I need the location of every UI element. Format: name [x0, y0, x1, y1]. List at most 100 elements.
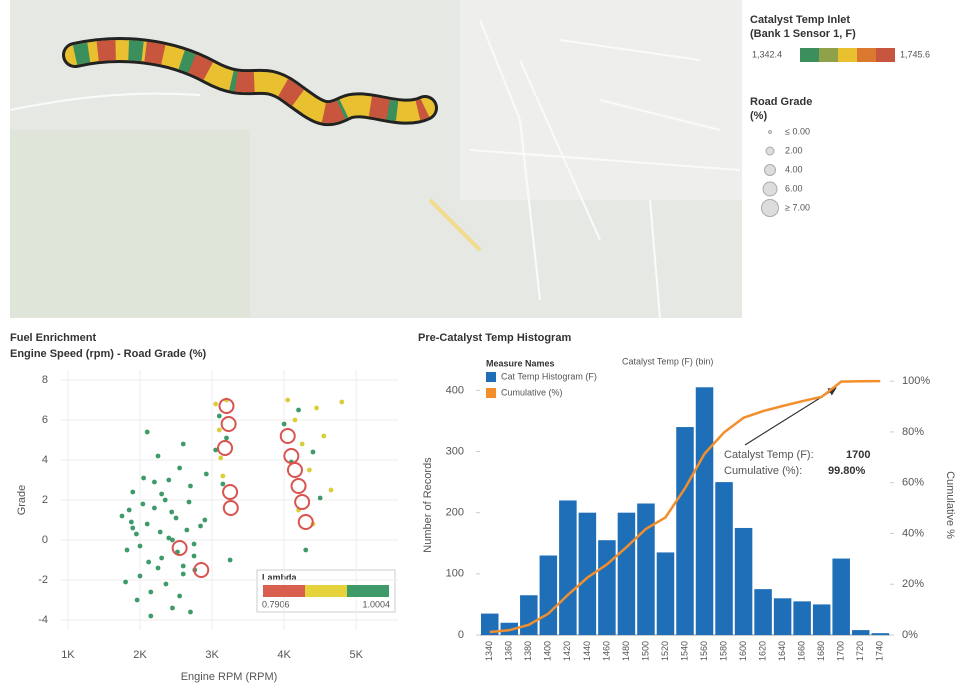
x-tick-label: 5K	[349, 649, 363, 661]
scatter-point	[163, 581, 169, 587]
scatter-point	[299, 441, 305, 447]
scatter-point	[213, 447, 219, 453]
legend-title: (%)	[750, 110, 767, 122]
scatter-point	[155, 453, 161, 459]
scatter-point	[216, 427, 222, 433]
map[interactable]	[9, 0, 742, 319]
size-legend-label: 4.00	[785, 164, 803, 174]
y-tick-label: 0	[458, 629, 464, 641]
scatter-point	[203, 471, 209, 477]
scatter-point	[220, 481, 226, 487]
scatter-point	[296, 407, 301, 413]
chart-subtitle: Engine Speed (rpm) - Road Grade (%)	[10, 348, 207, 360]
y-tick-label: 6	[42, 414, 48, 426]
scatter-ring	[290, 478, 307, 494]
scatter-point	[314, 405, 319, 411]
x-tick-label: 1340	[484, 641, 494, 661]
legend-title: Catalyst Temp Inlet	[750, 14, 850, 26]
x-tick-label: 1440	[582, 641, 592, 661]
bar	[559, 500, 577, 635]
scatter-ring	[218, 398, 235, 414]
scatter-point	[148, 613, 154, 619]
x-tick-label: 1620	[757, 641, 767, 661]
scatter-ring	[222, 500, 239, 516]
y2-axis-label: Cumulative %	[944, 471, 956, 539]
y2-tick-label: 40%	[902, 527, 924, 539]
size-legend-mark	[761, 199, 779, 217]
bar	[637, 503, 655, 635]
scatter-point	[180, 571, 186, 577]
scatter-point	[317, 495, 323, 501]
bar	[754, 589, 772, 635]
y-tick-label: 0	[42, 534, 48, 546]
x-tick-label: 1500	[640, 641, 650, 661]
scatter-point	[177, 465, 183, 471]
scatter-point	[321, 433, 327, 439]
chart-title: Pre-Catalyst Temp Histogram	[418, 332, 571, 344]
bar	[617, 512, 636, 635]
scatter-point	[339, 399, 345, 405]
legend-min: 1,342.4	[752, 49, 782, 59]
scatter-point	[328, 487, 334, 493]
bar	[695, 387, 714, 635]
scatter-point	[128, 519, 134, 525]
x-tick-label: 1720	[855, 641, 865, 661]
legend-swatch	[263, 585, 305, 597]
scatter-point	[166, 535, 172, 541]
y2-tick-label: 0%	[902, 629, 918, 641]
x-tick-label: 1600	[738, 641, 748, 661]
scatter-point	[213, 401, 219, 407]
scatter-point	[281, 421, 287, 427]
scatter-point	[134, 597, 140, 603]
scatter-point	[141, 475, 146, 481]
legend-max: 1,745.6	[900, 49, 930, 59]
scatter-point	[180, 441, 186, 447]
map-area	[10, 130, 250, 318]
legend-title: (Bank 1 Sensor 1, F)	[750, 28, 856, 40]
x-tick-label: 1K	[61, 649, 75, 661]
annotation-box	[718, 446, 888, 480]
legend-swatch	[486, 388, 496, 398]
x-tick-label: 1520	[660, 641, 670, 661]
roads	[9, 19, 741, 319]
legend-min: 0.7906	[262, 599, 290, 609]
scatter-point	[137, 543, 143, 549]
x-tick-label: 1380	[523, 641, 533, 661]
filter-label[interactable]: Catalyst Temp (F) (bin)	[622, 356, 713, 366]
bar	[812, 604, 831, 635]
scatter-point	[310, 449, 316, 455]
bar	[598, 540, 616, 635]
scatter-point	[159, 491, 165, 497]
legend-max: 1.0004	[362, 599, 390, 609]
x-tick-label: 1540	[679, 641, 689, 661]
scatter-ring	[297, 514, 314, 530]
x-tick-label: 1700	[836, 641, 846, 661]
scatter-point	[148, 589, 154, 595]
chart-title: Fuel Enrichment	[10, 332, 97, 344]
y-tick-label: 200	[446, 507, 464, 519]
size-legend-label: 2.00	[785, 145, 803, 155]
x-tick-label: 4K	[277, 649, 291, 661]
legend-swatch	[305, 585, 347, 597]
legend-swatch	[800, 48, 819, 62]
scatter-point	[306, 467, 312, 473]
x-tick-label: 1640	[777, 641, 787, 661]
size-legend-label: ≤ 0.00	[785, 126, 810, 136]
bar	[773, 598, 792, 635]
scatter-point	[119, 513, 125, 519]
scatter-point	[170, 605, 175, 611]
scatter-ring	[220, 416, 237, 432]
x-tick-label: 1480	[621, 641, 631, 661]
map-legend: Catalyst Temp Inlet (Bank 1 Sensor 1, F)…	[750, 14, 930, 122]
legend-label: Cumulative (%)	[501, 387, 563, 397]
y2-tick-label: 60%	[902, 477, 924, 489]
legend-swatch	[876, 48, 895, 62]
x-tick-label: 1460	[601, 641, 611, 661]
x-tick-label: 1740	[875, 641, 885, 661]
cumulative-line	[489, 379, 881, 634]
x-tick-label: 1400	[543, 641, 553, 661]
scatter-point	[130, 525, 136, 531]
legend-label: Cat Temp Histogram (F)	[501, 371, 597, 381]
